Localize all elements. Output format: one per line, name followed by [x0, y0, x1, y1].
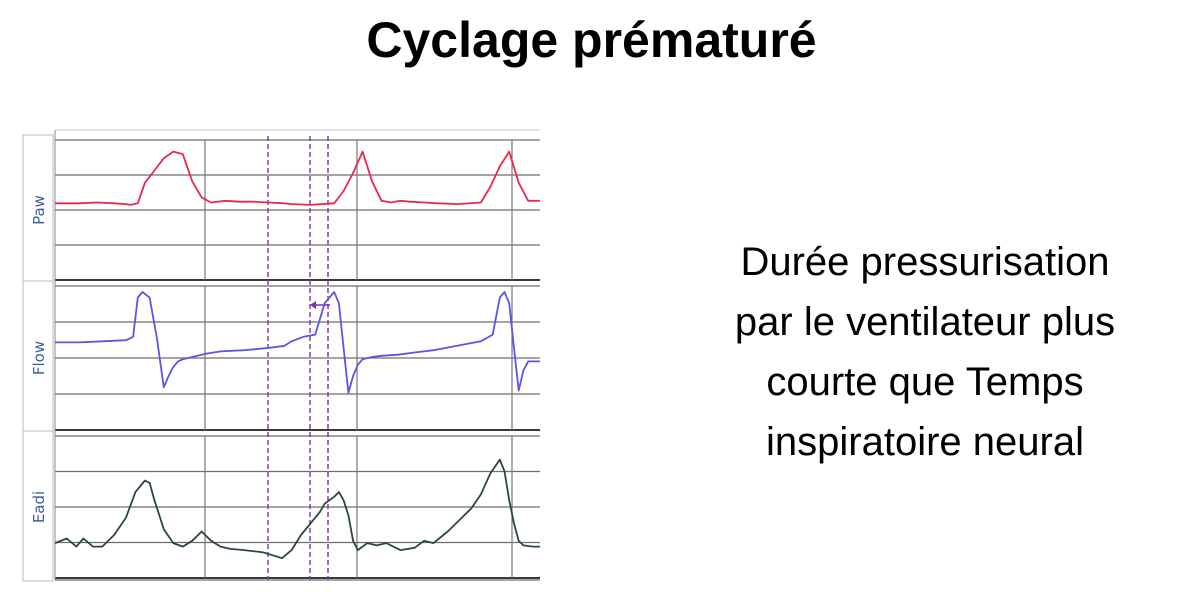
- description-text: Durée pressurisation par le ventilateur …: [680, 232, 1170, 472]
- description-line: courte que Temps: [766, 360, 1084, 404]
- paw-trace: [55, 150, 540, 206]
- eadi-trace: [54, 458, 540, 560]
- flow-label-box: [22, 280, 54, 434]
- cycling-arrow-head: [310, 301, 316, 309]
- description-line: inspiratoire neural: [766, 420, 1084, 464]
- eadi-label-box: [22, 430, 54, 582]
- flow-axis-label: Flow: [30, 341, 48, 375]
- description-line: par le ventilateur plus: [734, 300, 1116, 344]
- slide-title: Cyclage prématuré: [366, 12, 817, 68]
- description-line: Durée pressurisation: [740, 240, 1110, 284]
- eadi-axis-label: Eadi: [30, 491, 48, 523]
- flow-trace: [55, 291, 540, 394]
- paw-label-box: [22, 134, 54, 284]
- paw-axis-label: Paw: [30, 195, 48, 225]
- ventilator-waveform-chart: Paw Flow Eadi: [22, 129, 540, 582]
